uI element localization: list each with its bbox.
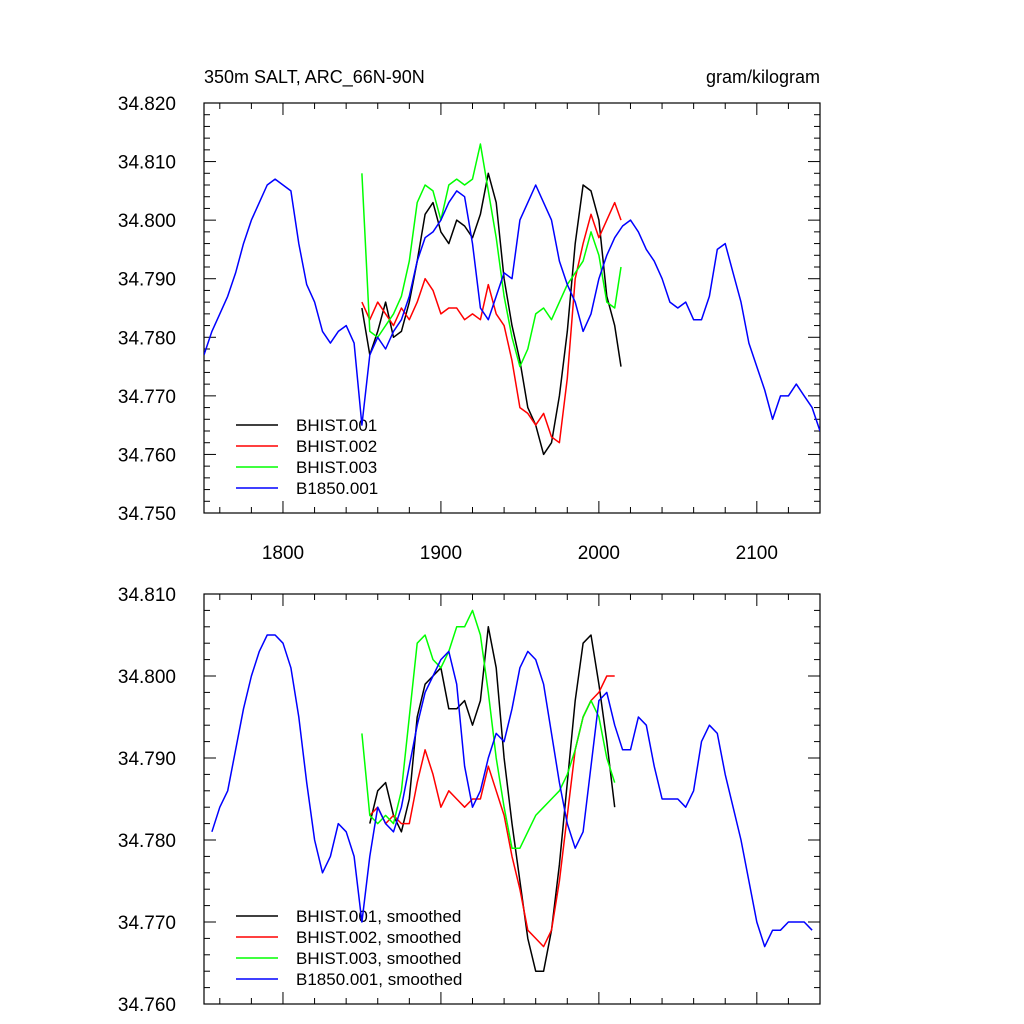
bottom-chart: 34.760 34.770 34.780 34.790 34.800 34.810 BHIS…	[118, 585, 821, 1016]
series-line-3	[361, 143, 622, 368]
series-line-4	[211, 634, 813, 948]
legend-label: BHIST.002, smoothed	[296, 928, 461, 947]
top-chart: 350m SALT, ARC_66N-90N gram/kilogram 34.…	[118, 67, 821, 564]
y-tick-label: 34.810	[118, 585, 176, 606]
plot-frame	[203, 593, 821, 1005]
plot-frame	[203, 102, 821, 514]
series-line-3	[361, 609, 616, 849]
x-tick-label: 1900	[420, 543, 462, 564]
y-tick-label: 34.820	[118, 94, 176, 115]
y-tick-label: 34.780	[118, 831, 176, 852]
legend-label: B1850.001	[296, 479, 378, 498]
legend-label: B1850.001, smoothed	[296, 970, 462, 989]
series-line-1	[361, 172, 622, 456]
chart-title: 350m SALT, ARC_66N-90N	[204, 67, 425, 88]
legend-label: BHIST.003	[296, 458, 377, 477]
units-label: gram/kilogram	[706, 67, 820, 87]
y-tick-label: 34.780	[118, 328, 176, 349]
y-tick-label: 34.760	[118, 995, 176, 1016]
y-tick-label: 34.770	[118, 913, 176, 934]
y-tick-label: 34.760	[118, 445, 176, 466]
y-tick-label: 34.790	[118, 749, 176, 770]
legend-label: BHIST.002	[296, 437, 377, 456]
series-line-2	[369, 675, 615, 948]
y-tick-label: 34.810	[118, 153, 176, 174]
y-tick-label: 34.800	[118, 667, 176, 688]
x-tick-label: 1800	[262, 543, 304, 564]
y-tick-label: 34.790	[118, 270, 176, 291]
legend-label: BHIST.003, smoothed	[296, 949, 461, 968]
y-tick-label: 34.770	[118, 387, 176, 408]
series-line-4	[204, 178, 820, 432]
legend-label: BHIST.001	[296, 416, 377, 435]
series-line-1	[369, 626, 616, 972]
legend-label: BHIST.001, smoothed	[296, 907, 461, 926]
y-tick-label: 34.800	[118, 211, 176, 232]
x-tick-label: 2100	[736, 543, 778, 564]
x-tick-label: 2000	[578, 543, 620, 564]
series-line-2	[361, 201, 622, 444]
y-tick-label: 34.750	[118, 504, 176, 525]
